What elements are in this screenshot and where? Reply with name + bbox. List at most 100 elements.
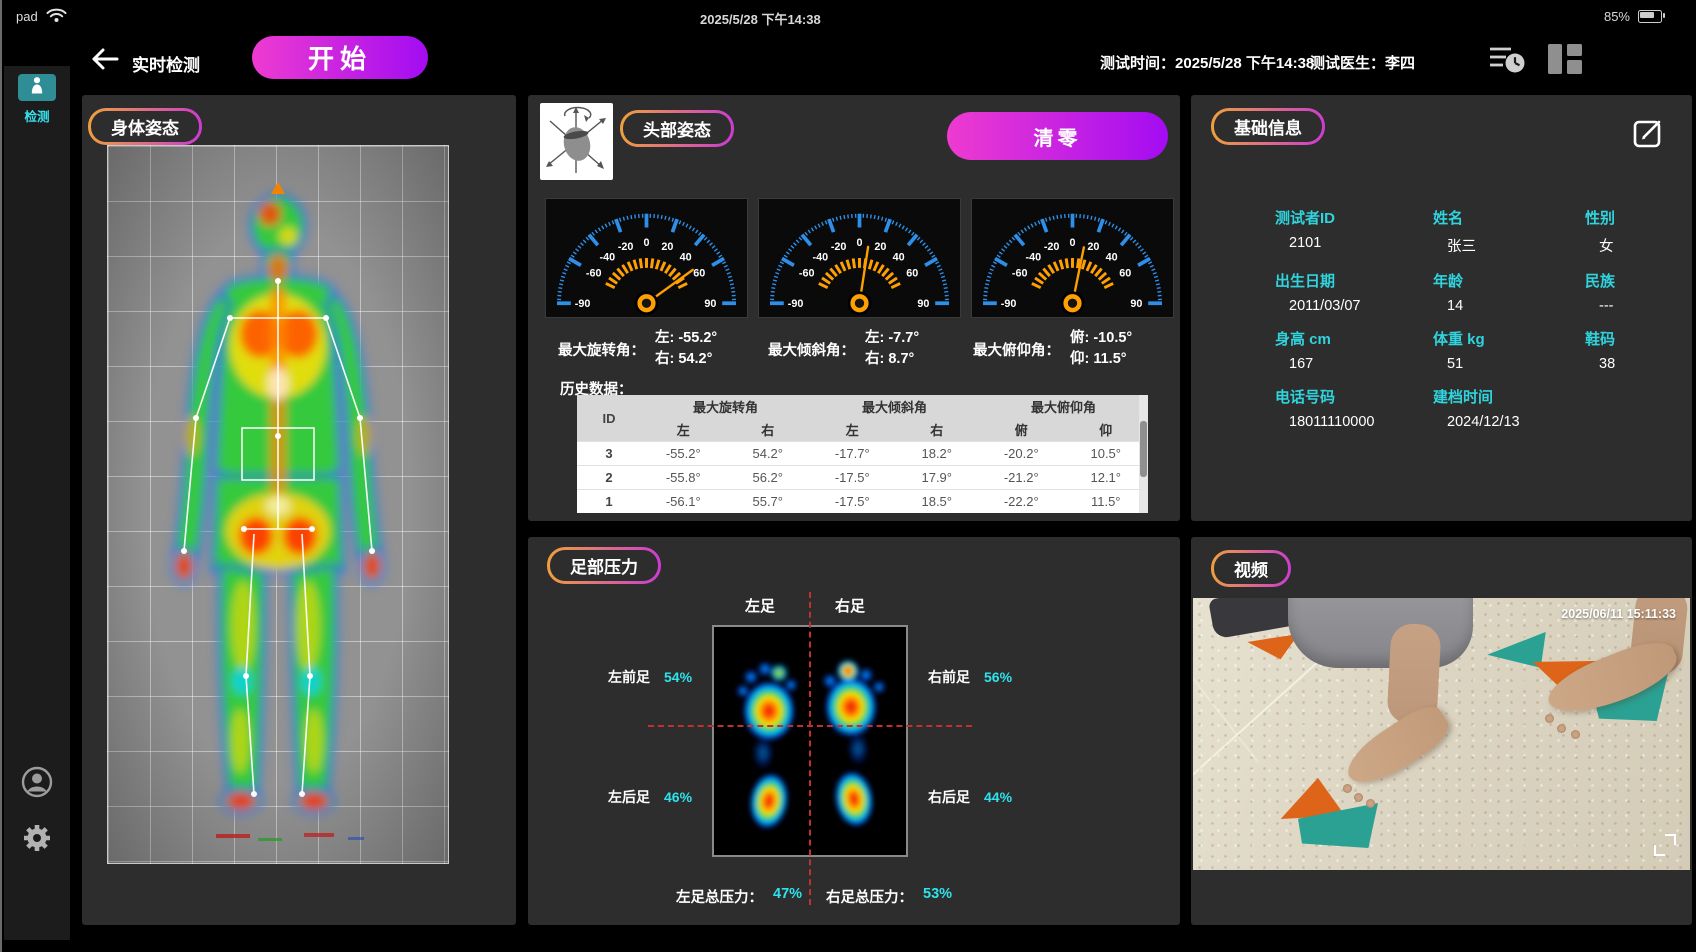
svg-text:20: 20 — [1087, 241, 1099, 253]
table-cell: 56.2° — [725, 465, 810, 490]
gear-icon — [21, 825, 53, 857]
svg-text:40: 40 — [1106, 251, 1118, 263]
fullscreen-button[interactable] — [1654, 834, 1676, 856]
screen-edge-strip — [0, 0, 2, 952]
head-axes-diagram — [540, 103, 613, 180]
svg-text:-90: -90 — [1001, 298, 1017, 310]
video-title-pill: 视频 — [1211, 550, 1291, 587]
total-value: 47% — [773, 886, 803, 902]
edit-pencil-icon — [1632, 120, 1666, 152]
table-cell: -22.2° — [979, 489, 1064, 513]
sidebar-detect-label: 检测 — [24, 110, 50, 124]
table-cell: -55.8° — [641, 465, 726, 490]
info-field: 姓名张三 — [1433, 207, 1585, 256]
left-forefoot-stat: 左前足 54% — [608, 667, 692, 687]
table-row: 3 -55.2° 54.2° -17.7° 18.2° -20.2° 10.5° — [577, 441, 1148, 466]
video-frame[interactable]: 2025/06/11 15:11:33 — [1193, 598, 1690, 870]
info-field-value: --- — [1599, 298, 1614, 314]
head-posture-panel: 头部姿态 清零 -90 -60 -40 -20 0 20 40 60 90 -90 -60 -40-… — [528, 95, 1180, 521]
svg-text:-40: -40 — [600, 251, 616, 263]
basic-info-title-pill: 基础信息 — [1211, 108, 1325, 145]
right-foot-total-pressure: 右足总压力： 53% — [826, 886, 952, 907]
tilt-gauge: -90 -60 -40 -20 0 20 40 60 90 — [758, 198, 961, 318]
test-time-value: 2025/5/28 下午14:38 — [1175, 55, 1315, 72]
left-rearfoot-stat: 左后足 46% — [608, 787, 692, 807]
edit-info-button[interactable] — [1631, 115, 1667, 151]
person-icon — [28, 76, 46, 99]
user-profile-button[interactable] — [21, 766, 53, 798]
history-records-button[interactable] — [1487, 42, 1527, 78]
history-table: ID 最大旋转角 最大倾斜角 最大俯仰角左右左右俯仰 3 -55.2° 54.2° -17.7… — [577, 395, 1148, 513]
info-field-label: 姓名 — [1433, 210, 1464, 227]
sidebar-item-detect[interactable] — [18, 74, 56, 101]
info-field-label: 测试者ID — [1275, 210, 1336, 227]
table-cell: -17.5° — [810, 489, 895, 513]
table-cell: 18.5° — [894, 489, 979, 513]
info-field: 体重 kg 51 — [1433, 328, 1585, 372]
table-header-sub: 右 — [894, 418, 979, 442]
svg-text:90: 90 — [1130, 298, 1142, 310]
reading-right-value: 右: 8.7° — [865, 351, 915, 367]
status-bar: pad 2025/5/28 下午14:38 85% — [0, 0, 1696, 32]
reading-name: 最大倾斜角： — [768, 342, 855, 359]
battery-percent: 85% — [1603, 9, 1630, 24]
table-cell: 55.7° — [725, 489, 810, 513]
table-header-sub: 左 — [810, 418, 895, 442]
toe — [1557, 724, 1566, 733]
table-cell: 1 — [577, 489, 641, 513]
reading-right-value: 仰: 11.5° — [1070, 351, 1127, 367]
table-scrollbar-thumb[interactable] — [1140, 421, 1147, 477]
table-cell: -17.5° — [810, 465, 895, 490]
svg-text:0: 0 — [856, 237, 862, 249]
svg-text:20: 20 — [874, 241, 886, 253]
info-field-value: 51 — [1447, 356, 1464, 372]
table-cell: 10.5° — [1063, 441, 1148, 466]
svg-text:20: 20 — [661, 241, 673, 253]
info-field: 年龄 14 — [1433, 270, 1585, 314]
info-field: 电话号码 18011110000 — [1275, 386, 1433, 430]
svg-text:-40: -40 — [813, 251, 829, 263]
stat-value: 44% — [984, 789, 1013, 805]
right-rearfoot-stat: 右后足 44% — [928, 787, 1012, 807]
svg-text:-20: -20 — [831, 241, 847, 253]
foot-pressure-title-pill: 足部压力 — [547, 547, 661, 584]
stat-label: 左后足 — [608, 789, 650, 805]
history-list-clock-icon — [1488, 47, 1526, 79]
device-label: pad — [16, 9, 38, 24]
test-doctor-label: 测试医生： — [1310, 55, 1386, 72]
history-table-container[interactable]: ID 最大旋转角 最大倾斜角 最大俯仰角左右左右俯仰 3 -55.2° 54.2° -17.7… — [577, 395, 1148, 513]
start-button[interactable]: 开始 — [252, 36, 428, 79]
settings-button[interactable] — [21, 822, 53, 854]
fullscreen-corner-icon — [1665, 834, 1676, 845]
table-cell: -55.2° — [641, 441, 726, 466]
left-foot-total-pressure: 左足总压力： 47% — [676, 886, 802, 907]
reset-button[interactable]: 清零 — [947, 112, 1168, 160]
svg-text:40: 40 — [680, 251, 692, 263]
svg-text:-60: -60 — [1012, 268, 1028, 280]
reading-name: 最大旋转角： — [558, 342, 645, 359]
info-field: 测试者ID 2101 — [1275, 207, 1433, 256]
layout-switch-button[interactable] — [1545, 42, 1585, 78]
right-foot-label: 右足 — [834, 598, 865, 615]
body-posture-title: 身体姿态 — [91, 111, 199, 142]
foot-pressure-title: 足部压力 — [550, 550, 658, 581]
info-field-value: 张三 — [1447, 239, 1476, 255]
svg-text:-90: -90 — [788, 298, 804, 310]
video-title: 视频 — [1214, 553, 1288, 584]
info-field-label: 年龄 — [1433, 273, 1464, 290]
table-cell: 17.9° — [894, 465, 979, 490]
rotation-gauge: -90 -60 -40 -20 0 20 40 60 90 — [545, 198, 748, 318]
stat-label: 右前足 — [928, 669, 970, 685]
svg-text:0: 0 — [643, 237, 649, 249]
back-button[interactable] — [88, 46, 122, 74]
toe — [1571, 730, 1580, 739]
reading-right-value: 右: 54.2° — [655, 351, 713, 367]
info-field-label: 性别 — [1585, 210, 1616, 227]
sidebar: 检测 — [4, 66, 70, 940]
info-field-value: 38 — [1599, 356, 1616, 372]
table-cell: 2 — [577, 465, 641, 490]
test-time-label: 测试时间： — [1100, 55, 1176, 72]
total-label: 右足总压力： — [826, 890, 913, 906]
body-thermal-image — [107, 145, 449, 864]
